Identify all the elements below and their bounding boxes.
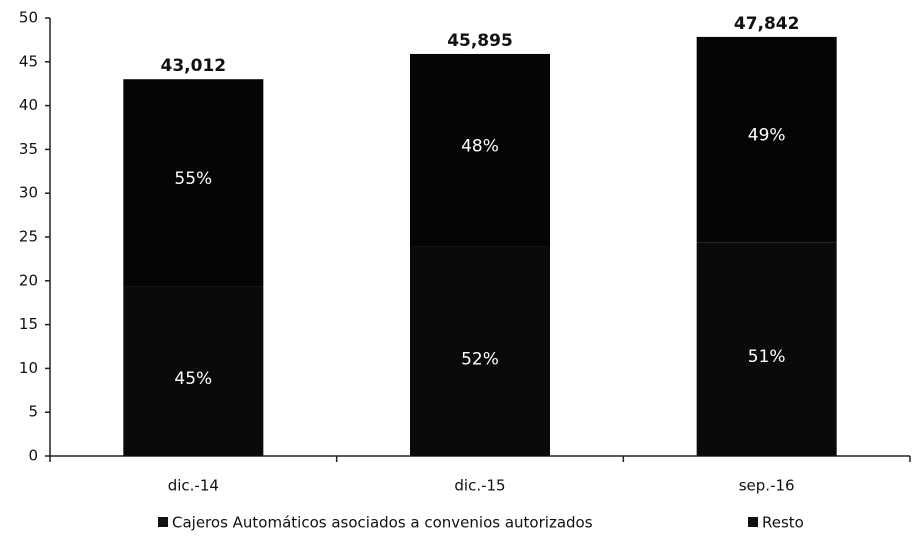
legend-swatch — [748, 517, 758, 527]
legend-label: Resto — [762, 514, 804, 532]
total-label: 47,842 — [734, 14, 800, 34]
y-tick-label: 5 — [28, 403, 38, 421]
bar-segment — [696, 242, 837, 456]
y-tick-label: 15 — [19, 315, 38, 333]
segment-label: 52% — [461, 349, 499, 369]
segment-label: 45% — [174, 369, 212, 389]
bar-segment — [410, 246, 550, 456]
bar-segment — [123, 286, 264, 456]
segment-label: 51% — [748, 347, 786, 367]
y-tick-label: 50 — [19, 9, 38, 27]
x-tick-label: sep.-16 — [739, 477, 795, 495]
y-tick-label: 40 — [19, 96, 38, 114]
x-tick-label: dic.-14 — [168, 477, 219, 495]
y-tick-label: 0 — [28, 447, 38, 465]
y-tick-label: 20 — [19, 271, 38, 289]
segment-label: 49% — [748, 126, 786, 146]
segment-label: 48% — [461, 136, 499, 156]
legend-label: Cajeros Automáticos asociados a convenio… — [172, 514, 593, 532]
total-label: 43,012 — [161, 56, 227, 76]
segment-label: 55% — [174, 169, 212, 189]
y-tick-label: 45 — [19, 52, 38, 70]
y-tick-label: 35 — [19, 140, 38, 158]
bar-segment — [410, 53, 550, 247]
bar-segment — [123, 79, 264, 287]
x-tick-label: dic.-15 — [454, 477, 505, 495]
total-label: 45,895 — [447, 31, 513, 51]
y-tick-label: 25 — [19, 228, 38, 246]
y-tick-label: 30 — [19, 184, 38, 202]
legend-swatch — [158, 517, 168, 527]
bar-segment — [696, 36, 837, 243]
y-tick-label: 10 — [19, 359, 38, 377]
